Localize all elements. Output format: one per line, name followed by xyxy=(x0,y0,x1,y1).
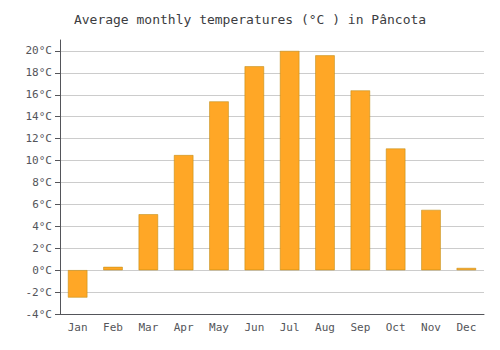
svg-text:Apr: Apr xyxy=(174,321,194,334)
svg-text:Feb: Feb xyxy=(103,321,123,334)
svg-text:4°C: 4°C xyxy=(32,220,52,233)
svg-text:18°C: 18°C xyxy=(26,66,53,79)
svg-text:10°C: 10°C xyxy=(26,154,53,167)
svg-text:Jul: Jul xyxy=(280,321,300,334)
svg-text:May: May xyxy=(209,321,229,334)
svg-text:20°C: 20°C xyxy=(26,44,53,57)
svg-text:0°C: 0°C xyxy=(32,264,52,277)
svg-text:-4°C: -4°C xyxy=(26,308,53,321)
svg-text:16°C: 16°C xyxy=(26,88,53,101)
svg-text:2°C: 2°C xyxy=(32,242,52,255)
svg-text:Aug: Aug xyxy=(315,321,335,334)
svg-text:-2°C: -2°C xyxy=(26,286,53,299)
svg-text:Oct: Oct xyxy=(386,321,406,334)
svg-text:14°C: 14°C xyxy=(26,110,53,123)
svg-text:6°C: 6°C xyxy=(32,198,52,211)
svg-text:Nov: Nov xyxy=(421,321,441,334)
svg-text:12°C: 12°C xyxy=(26,132,53,145)
svg-text:Average monthly temperatures (: Average monthly temperatures (°C ) in Pâ… xyxy=(74,12,426,27)
svg-text:Jan: Jan xyxy=(68,321,88,334)
svg-text:Jun: Jun xyxy=(244,321,264,334)
svg-text:8°C: 8°C xyxy=(32,176,52,189)
svg-text:Sep: Sep xyxy=(350,321,370,334)
svg-text:Dec: Dec xyxy=(456,321,476,334)
svg-text:Mar: Mar xyxy=(138,321,158,334)
